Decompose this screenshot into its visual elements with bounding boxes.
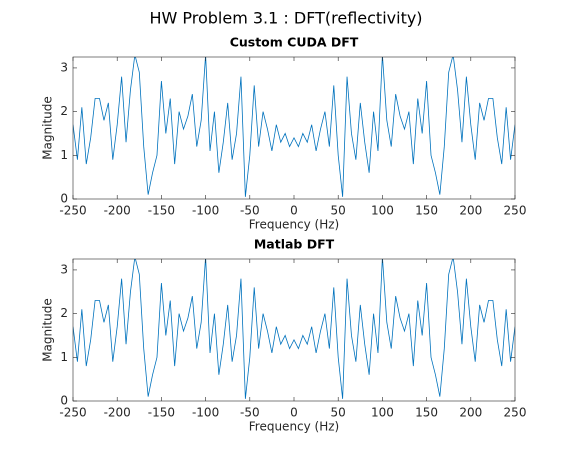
x-tick-label: -200 [104, 204, 131, 218]
x-axis-label: Frequency (Hz) [249, 218, 340, 232]
x-tick-label: 50 [331, 406, 346, 420]
x-tick-label: -150 [148, 406, 175, 420]
x-tick-label: -200 [104, 406, 131, 420]
x-tick-label: -100 [192, 204, 219, 218]
y-axis-label: Magnitude [41, 96, 55, 160]
x-tick-label: 250 [504, 406, 527, 420]
axes: -250 -200 -150 -100 -50 0 50 100 150 200 250 0 1 2 3 Cu… [41, 35, 527, 232]
x-tick-label: 250 [504, 204, 527, 218]
y-axis-label: Magnitude [41, 298, 55, 362]
x-tick-label: 0 [290, 204, 298, 218]
y-tick-label: 2 [60, 104, 68, 118]
x-axis-label: Frequency (Hz) [249, 420, 340, 434]
y-tick-label: 2 [60, 306, 68, 320]
y-tick-label: 1 [60, 148, 68, 162]
x-tick-label: 0 [290, 406, 298, 420]
x-tick-label: 100 [371, 406, 394, 420]
x-tick-label: -250 [59, 204, 86, 218]
y-tick-label: 0 [60, 192, 68, 206]
y-tick-label: 3 [60, 262, 68, 276]
x-tick-label: 200 [459, 204, 482, 218]
data-line [73, 57, 515, 197]
x-tick-label: -250 [59, 406, 86, 420]
figure-title: HW Problem 3.1 : DFT(reflectivity) [149, 9, 422, 28]
data-line [73, 259, 515, 399]
y-tick-label: 3 [60, 60, 68, 74]
x-tick-label: -150 [148, 204, 175, 218]
y-tick-label: 0 [60, 394, 68, 408]
x-tick-label: 150 [415, 406, 438, 420]
x-tick-label: 50 [331, 204, 346, 218]
x-tick-label: -50 [240, 204, 260, 218]
x-tick-label: 150 [415, 204, 438, 218]
y-tick-label: 1 [60, 350, 68, 364]
axes: -250 -200 -150 -100 -50 0 50 100 150 200 250 0 1 2 3 Ma… [41, 237, 527, 434]
x-tick-label: 200 [459, 406, 482, 420]
x-tick-label: -100 [192, 406, 219, 420]
axes-title: Matlab DFT [254, 237, 335, 252]
axes-title: Custom CUDA DFT [230, 35, 359, 50]
x-tick-label: -50 [240, 406, 260, 420]
x-tick-label: 100 [371, 204, 394, 218]
